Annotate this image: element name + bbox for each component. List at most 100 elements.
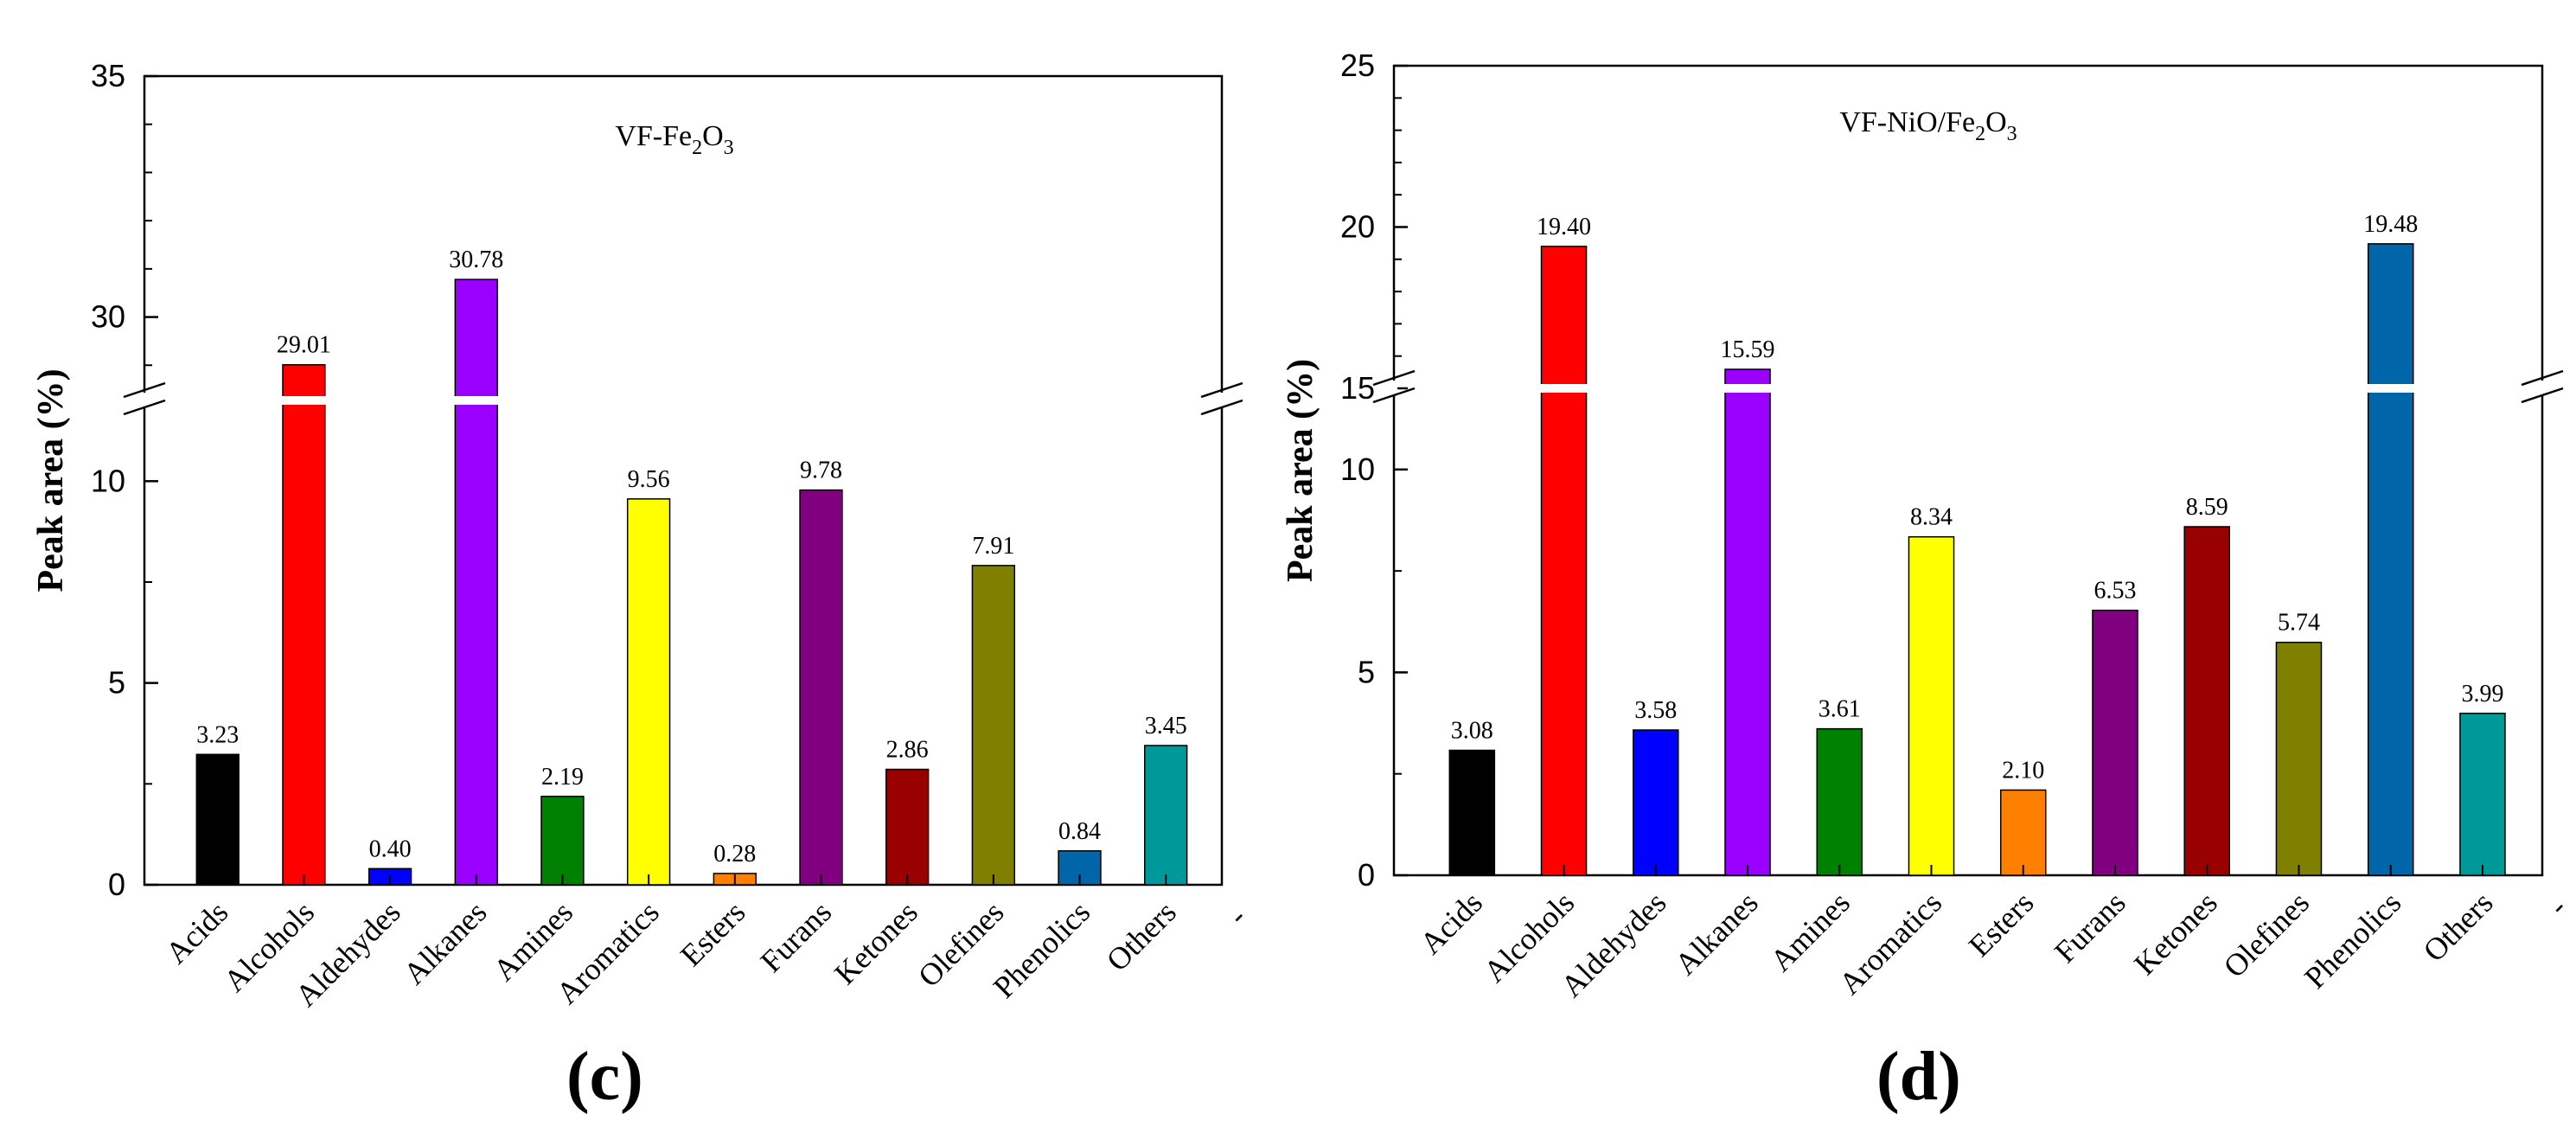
y-tick-label: 0 bbox=[108, 867, 125, 902]
panel-d-label: (d) bbox=[1876, 1039, 1961, 1115]
x-tick-label: Furans bbox=[754, 894, 839, 979]
bar-value-label: 9.56 bbox=[628, 466, 670, 493]
bar-value-label: 2.19 bbox=[541, 764, 584, 791]
bar-amines bbox=[1816, 727, 1863, 876]
y-tick-label: 0 bbox=[1358, 857, 1375, 893]
bar-value-label: 5.74 bbox=[2278, 610, 2320, 637]
bar-break-gap bbox=[1723, 384, 1773, 393]
panel-c-label: (c) bbox=[566, 1039, 643, 1115]
x-tick-label: Others bbox=[1100, 894, 1183, 977]
bar-others bbox=[2459, 713, 2506, 876]
axis-break-slash bbox=[2521, 369, 2564, 387]
chart-title-part: 2 bbox=[1975, 123, 1985, 145]
x-tick-label: Esters bbox=[674, 894, 751, 972]
y-axis-label: Peak area (%) bbox=[31, 368, 71, 592]
bar-value-label: 0.28 bbox=[713, 841, 756, 867]
x-tick-label-trailing: - bbox=[2541, 890, 2573, 922]
axis-break-gap bbox=[1218, 393, 1225, 408]
x-tick-label-trailing: - bbox=[1221, 899, 1253, 931]
bar-furans bbox=[799, 489, 843, 886]
bar-value-label: 9.78 bbox=[800, 458, 842, 484]
bar-olefines bbox=[2275, 641, 2323, 876]
chart-title-part: VF-NiO/Fe bbox=[1839, 106, 1975, 138]
chart-title-part: VF-Fe bbox=[615, 120, 692, 152]
bar-value-label: 8.59 bbox=[2186, 494, 2228, 521]
axis-break-gap bbox=[2539, 381, 2546, 396]
axis-break-slash bbox=[1200, 399, 1243, 416]
axis-break-slash bbox=[2521, 387, 2564, 404]
bar-alkanes bbox=[454, 278, 498, 886]
chart-title-part: 2 bbox=[692, 137, 702, 159]
x-tick-label: Acids bbox=[1413, 885, 1489, 961]
bar-value-label: 3.45 bbox=[1145, 713, 1187, 739]
x-tick-label: Furans bbox=[2048, 885, 2132, 970]
panel-c-chart: 051030353.23Acids29.01Alcohols0.40Aldehy… bbox=[31, 58, 1253, 1014]
bar-value-label: 2.10 bbox=[2002, 757, 2044, 784]
bar-ketones bbox=[2183, 526, 2231, 876]
x-tick-label: Amines bbox=[1763, 885, 1856, 977]
y-tick-label: 20 bbox=[1340, 209, 1375, 245]
x-tick-label: Acids bbox=[159, 894, 235, 970]
x-tick-label: Alkanes bbox=[1668, 885, 1765, 982]
bar-value-label: 3.08 bbox=[1451, 717, 1493, 744]
chart-title: VF-Fe2O3 bbox=[615, 120, 733, 159]
x-tick-label: Esters bbox=[1962, 885, 2040, 963]
bar-aromatics bbox=[1908, 535, 1955, 876]
bar-break-gap bbox=[2366, 384, 2415, 393]
bar-acids bbox=[195, 753, 240, 886]
bar-value-label: 19.48 bbox=[2363, 211, 2418, 238]
y-tick-label: 10 bbox=[91, 463, 125, 498]
y-tick-label: 30 bbox=[91, 299, 125, 335]
x-tick-label: Ketones bbox=[2127, 885, 2224, 982]
bar-furans bbox=[2092, 609, 2138, 876]
x-tick-label: Phenolics bbox=[2298, 885, 2407, 995]
bar-aromatics bbox=[626, 498, 671, 886]
y-tick-label: 25 bbox=[1340, 48, 1375, 83]
bar-value-label: 3.99 bbox=[2461, 681, 2503, 707]
chart-title-part: O bbox=[1985, 106, 2007, 138]
bar-value-label: 3.23 bbox=[196, 721, 239, 748]
bar-aldehydes bbox=[1633, 729, 1679, 876]
bar-alcohols bbox=[282, 363, 326, 886]
bar-amines bbox=[540, 796, 585, 886]
bar-value-label: 15.59 bbox=[1721, 336, 1775, 363]
chart-title: VF-NiO/Fe2O3 bbox=[1839, 106, 2017, 145]
bar-break-gap bbox=[453, 396, 500, 405]
x-tick-label: Ketones bbox=[828, 894, 924, 991]
bar-value-label: 7.91 bbox=[972, 533, 1014, 560]
bar-others bbox=[1144, 745, 1188, 886]
chart-title-part: 3 bbox=[2007, 123, 2017, 145]
chart-title-part: O bbox=[702, 120, 724, 152]
bar-acids bbox=[1448, 749, 1496, 876]
y-tick-label: 35 bbox=[91, 58, 125, 93]
bar-ketones bbox=[885, 768, 930, 886]
bar-break-gap bbox=[280, 396, 327, 405]
axis-break-gap bbox=[141, 393, 148, 408]
y-tick-label: 10 bbox=[1340, 451, 1375, 487]
bar-value-label: 0.40 bbox=[369, 835, 412, 862]
bar-value-label: 3.61 bbox=[1819, 696, 1861, 723]
axis-break-slash bbox=[1372, 369, 1416, 387]
bar-value-label: 8.34 bbox=[1910, 504, 1953, 531]
axis-break-slash bbox=[123, 381, 166, 399]
bar-break-gap bbox=[1539, 384, 1588, 393]
x-tick-label: Phenolics bbox=[987, 894, 1096, 1004]
axis-break-slash bbox=[1372, 387, 1416, 404]
panel-d-chart: 05101520253.08Acids19.40Alcohols3.58Alde… bbox=[1281, 48, 2573, 1004]
bar-value-label: 2.86 bbox=[886, 737, 929, 764]
bar-value-label: 3.58 bbox=[1634, 697, 1677, 724]
bar-value-label: 0.84 bbox=[1058, 818, 1101, 845]
x-tick-label: Aromatics bbox=[1832, 885, 1948, 1001]
bar-value-label: 6.53 bbox=[2093, 578, 2136, 605]
bar-value-label: 19.40 bbox=[1537, 214, 1591, 240]
y-tick-label: 15 bbox=[1340, 370, 1375, 406]
x-tick-label: Alkanes bbox=[397, 894, 494, 991]
y-axis-label: Peak area (%) bbox=[1281, 359, 1320, 582]
bar-esters bbox=[1999, 789, 2047, 876]
bar-value-label: 30.78 bbox=[449, 246, 503, 273]
bar-alcohols bbox=[1540, 246, 1588, 876]
axis-break-slash bbox=[1200, 381, 1243, 399]
chart-title-part: 3 bbox=[724, 137, 734, 159]
axis-break-slash bbox=[123, 399, 166, 416]
